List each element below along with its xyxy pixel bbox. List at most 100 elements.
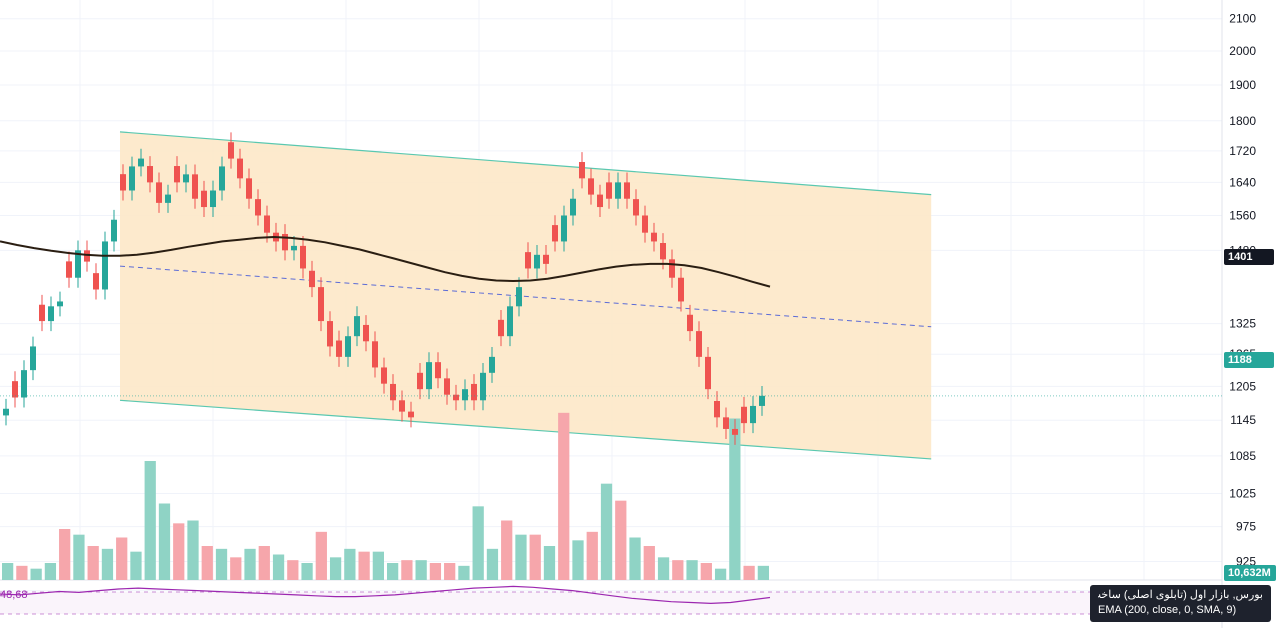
candle-body [588,178,594,195]
candle [75,240,81,288]
candle-body [426,362,432,390]
candle-body [669,259,675,278]
volume-bar [144,461,156,580]
volume-bar [600,483,613,580]
candle [444,368,450,405]
volume-bar [458,565,470,580]
candle-body [57,301,63,307]
volume-bar [315,531,327,580]
candle [696,321,702,367]
price-tick-label: 925 [1236,554,1256,568]
volume-bar [301,563,313,580]
candle [309,260,315,298]
candle [741,396,747,434]
candle-body [444,378,450,395]
channel-upper-line [119,131,932,196]
candle-body [489,356,495,373]
candle-body [417,372,423,390]
candle [723,407,729,439]
candle-body [75,250,81,278]
candle-body [390,383,396,401]
candle [624,172,630,209]
candle-body [750,405,756,424]
candle-body [678,277,684,302]
candle [597,184,603,218]
candle-body [399,400,405,412]
candle [48,296,54,332]
price-axis[interactable]: 2100200019001800172016401560148013251265… [1223,0,1280,628]
candle-body [336,340,342,357]
candle [102,231,108,300]
candle [516,277,522,317]
candle [147,156,153,193]
channel-mid-line [119,265,932,328]
volume-bar [73,534,85,580]
candle-body [534,254,540,269]
candle-body [732,428,738,435]
volume-bar [201,546,213,580]
candle [84,240,90,272]
channel-fill [120,131,932,459]
volume-bar [329,557,342,580]
candle [372,331,378,378]
candle-body [696,331,702,357]
volume-bar [130,551,142,580]
candle [363,315,369,352]
volume-bar [743,565,755,580]
volume-bar [187,520,199,580]
candle-body [48,306,54,322]
candle-body [66,261,72,278]
volume-bar [101,548,114,580]
candle [300,236,306,279]
candle-body [633,199,639,216]
candle-body [201,190,207,208]
rsi-line [0,585,771,605]
candle-body [156,182,162,203]
volume-bar [501,520,513,580]
volume-bar [258,546,270,580]
volume-bar [116,537,128,580]
candle [669,249,675,288]
candle-body [210,190,216,208]
candle [327,311,333,357]
candle [651,222,657,252]
price-tick-label: 1560 [1229,208,1256,222]
candle [435,352,441,389]
candle [462,379,468,411]
candle [408,401,414,428]
price-axis-bg [1223,0,1280,628]
candle [282,224,288,261]
candle [615,172,621,209]
rsi-pane [0,585,1222,615]
candle-body [246,178,252,199]
volume-bar [272,554,285,580]
candle [498,309,504,347]
volume-bar [30,568,42,580]
volume-bar [173,523,185,580]
candle [633,189,639,226]
volume-bar [59,529,71,580]
candle [678,267,684,312]
candle [21,360,27,408]
volume-bar [44,563,57,580]
price-tick-label: 1325 [1229,317,1256,331]
candle [354,306,360,347]
volume-bar [444,563,456,580]
volume-bar [358,551,370,580]
candle-body [498,319,504,337]
candle [750,396,756,434]
candle-body [111,219,117,242]
candle-body [624,182,630,199]
candle-body [264,215,270,233]
candle [246,168,252,209]
volume-bar [287,560,299,580]
volume-bar [586,531,598,580]
rsi-band-fill [0,592,1222,614]
candle-body [192,174,198,199]
candle-body [219,166,225,191]
candle-body [516,287,522,307]
candle-body [507,306,513,337]
volume-bar [244,548,256,580]
candle-body [759,395,765,406]
